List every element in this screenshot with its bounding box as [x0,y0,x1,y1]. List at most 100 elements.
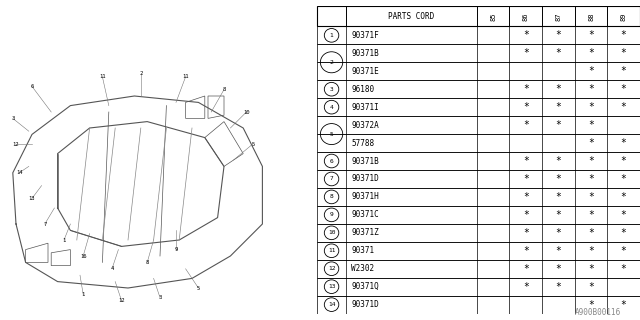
Text: *: * [556,48,561,58]
Text: *: * [523,30,529,40]
Text: *: * [621,138,627,148]
Text: *: * [621,84,627,94]
Bar [317,116,640,134]
Text: 10: 10 [328,230,335,235]
Text: *: * [588,264,594,274]
Text: 8: 8 [330,195,333,199]
Text: 90371B: 90371B [351,49,379,58]
Text: 5: 5 [196,285,200,291]
Text: *: * [556,246,561,256]
Text: *: * [556,282,561,292]
Text: *: * [588,102,594,112]
Text: *: * [556,228,561,238]
Text: *: * [588,138,594,148]
Text: 7: 7 [330,176,333,181]
Text: 5: 5 [330,132,333,137]
Text: 3: 3 [11,116,15,121]
Text: 96180: 96180 [351,85,374,94]
Text: PARTS CORD: PARTS CORD [388,12,435,21]
Text: *: * [556,192,561,202]
Bar [317,242,640,260]
Text: 90371D: 90371D [351,174,379,183]
Text: 1: 1 [62,237,66,243]
Text: 88: 88 [588,12,594,20]
Text: 90371H: 90371H [351,192,379,201]
Text: 90371B: 90371B [351,156,379,165]
Bar [317,26,640,44]
Text: *: * [621,48,627,58]
Text: *: * [523,282,529,292]
Text: 90371: 90371 [351,246,374,255]
Text: 86: 86 [523,12,529,20]
Text: *: * [556,156,561,166]
Text: 4: 4 [330,105,333,110]
Text: *: * [523,246,529,256]
Bar [317,206,640,224]
Text: 16: 16 [80,253,86,259]
Text: 10: 10 [243,109,250,115]
Text: 9: 9 [330,212,333,217]
Text: *: * [523,228,529,238]
Text: *: * [621,30,627,40]
Text: *: * [523,174,529,184]
Text: *: * [588,228,594,238]
Text: *: * [523,120,529,130]
Text: *: * [588,300,594,310]
Text: 5: 5 [251,141,255,147]
Bar [317,170,640,188]
Text: 85: 85 [490,12,496,20]
Text: 9: 9 [174,247,178,252]
Text: 12: 12 [118,298,125,303]
Text: 87: 87 [556,12,561,20]
Text: *: * [588,246,594,256]
Bar [317,260,640,278]
Text: 12: 12 [13,141,19,147]
Bar [317,224,640,242]
Text: *: * [556,102,561,112]
Text: *: * [523,156,529,166]
Text: *: * [588,192,594,202]
Text: 8: 8 [222,87,226,92]
Text: 90371F: 90371F [351,31,379,40]
Text: 2: 2 [330,60,333,65]
Text: 90371E: 90371E [351,67,379,76]
Text: *: * [556,174,561,184]
Text: *: * [588,48,594,58]
Text: *: * [621,228,627,238]
Text: *: * [523,102,529,112]
Text: 90371D: 90371D [351,300,379,309]
Bar [317,44,640,62]
Text: 90371I: 90371I [351,103,379,112]
Text: *: * [621,156,627,166]
Text: 89: 89 [621,12,627,20]
Text: *: * [523,84,529,94]
Text: A900B00116: A900B00116 [575,308,621,317]
Text: 90371C: 90371C [351,210,379,220]
Text: 2: 2 [139,71,143,76]
Text: *: * [621,174,627,184]
Text: *: * [588,156,594,166]
Bar [317,296,640,314]
Text: *: * [621,102,627,112]
Text: *: * [621,192,627,202]
Text: 3: 3 [330,87,333,92]
Text: W2302: W2302 [351,264,374,273]
Bar [317,62,640,80]
Bar [317,6,640,26]
Text: 90372A: 90372A [351,121,379,130]
Text: 90371Q: 90371Q [351,282,379,291]
Text: 14: 14 [16,170,22,175]
Text: 4: 4 [110,266,114,271]
Text: 90371Z: 90371Z [351,228,379,237]
Text: *: * [588,66,594,76]
Text: *: * [523,192,529,202]
Bar [317,278,640,296]
Text: 1: 1 [330,33,333,38]
Text: *: * [621,66,627,76]
Text: 8: 8 [145,260,149,265]
Text: 6: 6 [30,84,34,89]
Text: *: * [621,210,627,220]
Text: *: * [621,264,627,274]
Bar [317,80,640,98]
Text: *: * [588,174,594,184]
